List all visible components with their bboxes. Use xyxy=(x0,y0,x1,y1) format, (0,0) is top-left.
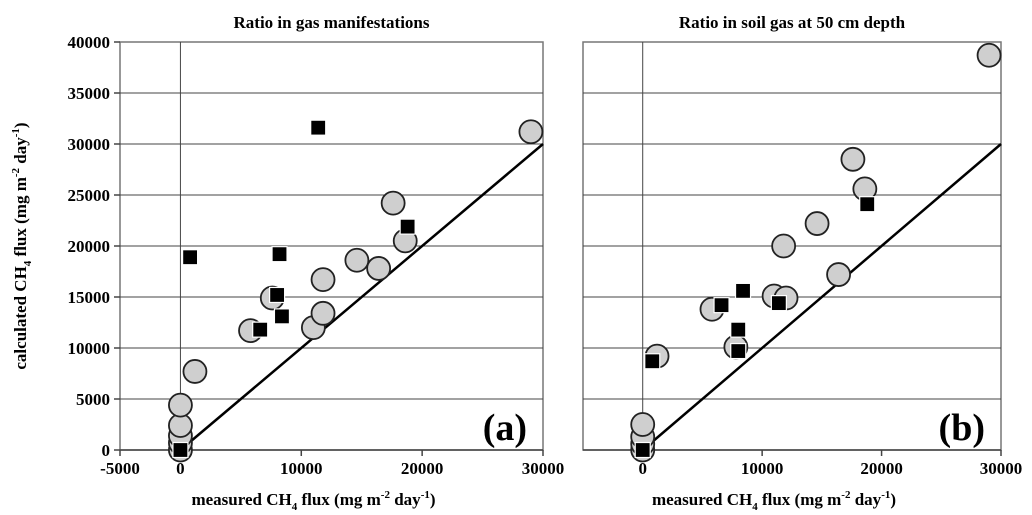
x-axis-label: measured CH4 flux (mg m-2 day-1) xyxy=(191,489,435,510)
chart-title: Ratio in soil gas at 50 cm depth xyxy=(679,13,906,32)
circle-point xyxy=(976,42,1002,68)
x-tick-label: 20000 xyxy=(860,459,903,478)
panel-label: (b) xyxy=(939,407,985,449)
circle-point xyxy=(344,247,370,273)
circle-point xyxy=(366,256,392,281)
panel-b: 0 10000 20000 30000 Ratio in soil gas at 50 … xyxy=(582,13,1023,513)
y-tick-label: 0 xyxy=(102,441,111,460)
panel-a: -5000 0 10000 20000 300000500010000150002000… xyxy=(10,13,565,513)
circle-point xyxy=(804,211,830,236)
circle-point xyxy=(182,359,208,384)
square-point xyxy=(310,119,327,136)
circle-point xyxy=(168,392,193,418)
circle-point xyxy=(380,190,406,216)
square-point xyxy=(644,353,661,370)
square-point xyxy=(252,321,269,338)
circle-point xyxy=(771,233,797,259)
square-point xyxy=(271,246,288,263)
x-axis-label: measured CH4 flux (mg m-2 day-1) xyxy=(652,489,896,510)
square-point xyxy=(770,295,787,312)
x-tick-label: 20000 xyxy=(401,459,444,478)
square-point xyxy=(172,441,189,459)
circle-point xyxy=(630,412,656,437)
square-point xyxy=(181,249,199,266)
y-tick-label: 10000 xyxy=(68,339,111,358)
reference-line xyxy=(641,143,1002,451)
y-tick-label: 40000 xyxy=(68,33,111,52)
y-tick-label: 35000 xyxy=(68,84,111,103)
y-tick-label: 20000 xyxy=(68,237,111,256)
circle-point xyxy=(840,146,866,172)
reference-line xyxy=(179,143,544,451)
x-tick-label: 30000 xyxy=(522,459,565,478)
circle-point xyxy=(310,267,336,293)
square-point xyxy=(634,441,651,459)
square-point xyxy=(730,342,747,360)
square-point xyxy=(269,286,286,304)
square-point xyxy=(273,308,291,325)
x-tick-label: 10000 xyxy=(280,459,323,478)
square-point xyxy=(859,196,876,213)
circle-point xyxy=(826,262,851,287)
square-point xyxy=(734,282,752,299)
y-tick-label: 25000 xyxy=(68,186,111,205)
x-tick-label: 30000 xyxy=(980,459,1023,478)
y-axis-label: calculated CH4 flux (mg m-2 day-1) xyxy=(10,122,34,369)
panel-label: (a) xyxy=(483,407,527,449)
square-point xyxy=(730,321,747,338)
square-point xyxy=(713,297,730,314)
circle-point xyxy=(310,300,336,326)
y-tick-label: 5000 xyxy=(76,390,110,409)
x-tick-label: 0 xyxy=(176,459,185,478)
square-point xyxy=(399,218,416,235)
y-tick-label: 30000 xyxy=(68,135,111,154)
circle-point xyxy=(518,119,544,145)
x-tick-label: 10000 xyxy=(741,459,784,478)
x-tick-label: 0 xyxy=(638,459,647,478)
x-tick-label: -5000 xyxy=(100,459,140,478)
chart-title: Ratio in gas manifestations xyxy=(234,13,430,32)
y-tick-label: 15000 xyxy=(68,288,111,307)
